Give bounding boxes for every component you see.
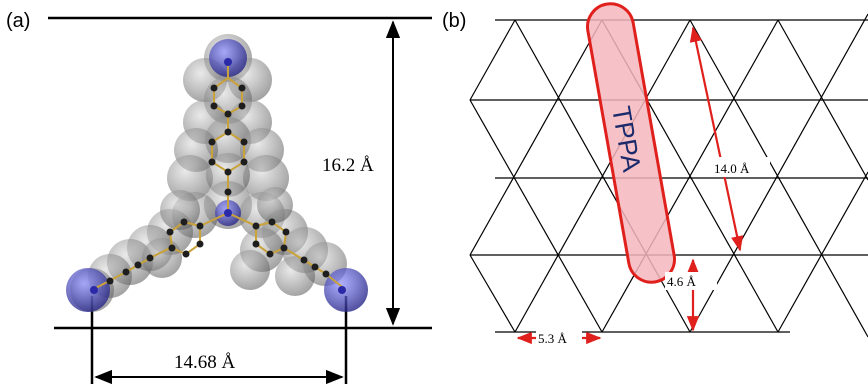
height-label: 16.2 Å [322,155,374,176]
panel-b: (b) TPPA [442,2,868,347]
width-label-b: 4.6 Å [667,274,697,289]
vdw-shells [70,34,347,312]
length-label: 14.0 Å [714,161,750,176]
nitrogen-atoms [90,58,346,294]
height-label-bg [318,150,390,178]
tppa-footprint: TPPA [586,2,676,284]
width-label-bg [665,272,717,290]
panel-a-label: (a) [6,10,30,32]
width-label: 14.68 Å [174,352,236,373]
tppa-molecule [66,34,368,312]
panel-a: (a) 16.2 Å 14.68 Å [6,10,432,384]
lattice-label-bg [536,330,582,347]
length-label-bg [712,157,770,177]
length-arrow [689,26,744,252]
left-nitrogen [66,268,110,312]
tppa-capsule [586,2,676,284]
panel-b-label: (b) [442,10,466,32]
lattice-label: 5.3 Å [538,331,568,346]
carbon-atoms [106,84,330,285]
